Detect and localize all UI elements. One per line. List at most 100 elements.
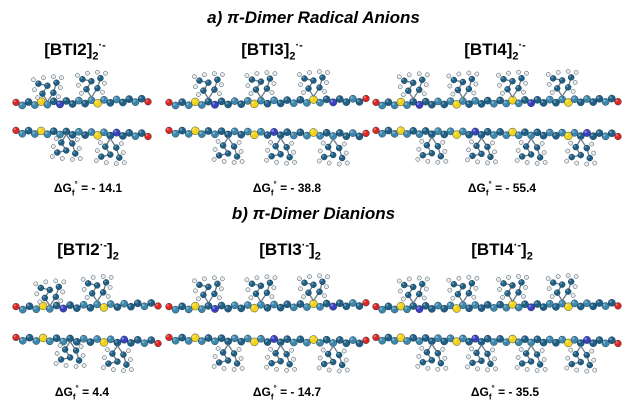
sidechain-carbon-shine [340,362,343,366]
carbon-atom-shine [76,98,79,101]
hydrogen-atom [292,159,297,165]
label-b2-sub: 2 [314,250,321,263]
carbon-atom [171,129,180,138]
carbon-atom-shine [88,129,92,133]
sidechain-carbon-shine [516,86,519,89]
carbon-atom-shine [330,133,334,137]
hydrogen-atom-shine [590,142,592,145]
carbon-atom [477,304,486,312]
hydrogen-atom-shine [543,161,546,163]
carbon-atom-shine [212,338,215,342]
sidechain-carbon [419,152,427,159]
hydrogen-atom [344,160,350,166]
carbon-atom [133,299,142,308]
carbon-atom-shine [135,300,138,304]
carbon-atom-shine [410,335,414,338]
carbon-atom-shine [179,99,183,103]
sidechain-carbon-shine [54,80,57,83]
sidechain-carbon-shine [455,292,458,295]
hydrogen-atom-shine [451,296,453,299]
sidechain-carbon-shine [501,77,504,80]
hydrogen-atom-shine [128,358,131,360]
carbon-atom [378,336,387,345]
sidechain-carbon [335,144,343,152]
carbon-atom [125,129,133,137]
hydrogen-atom-shine [590,349,592,352]
carbon-atom-shine [74,339,77,342]
hydrogen-atom-shine [212,365,215,367]
carbon-atom [483,334,492,343]
carbon-atom-shine [179,128,183,131]
carbon-atom-shine [356,99,360,102]
carbon-atom [257,96,265,105]
carbon-atom-shine [173,338,176,341]
sulfur-atom [396,333,406,342]
carbon-atom-shine [534,129,538,133]
hydrogen-atom-shine [457,276,459,279]
carbon-atom-shine [205,303,209,306]
hydrogen-atom-shine [129,368,132,370]
hydrogen-atom [541,150,547,155]
hydrogen-atom [61,279,67,285]
hydrogen-atom [570,293,576,298]
hydrogen-atom [341,348,347,354]
carbon-atom [403,130,411,138]
carbon-atom [421,127,430,135]
sidechain-carbon-shine [108,152,111,155]
nitrogen-atom-shine [121,336,125,340]
sidechain-carbon-shine [64,148,67,151]
hydrogen-atom-shine [82,364,85,366]
hydrogen-atom [193,288,198,294]
sidechain-carbon-shine [258,79,261,82]
carbon-atom [263,304,272,312]
carbon-atom-shine [350,96,353,99]
carbon-atom-shine [120,133,123,136]
hydrogen-atom-shine [266,148,268,151]
hydrogen-atom [272,275,278,281]
sidechain-carbon [549,75,557,82]
hydrogen-atom [447,83,453,89]
carbon-atom [589,132,597,141]
sidechain-carbon [55,283,63,291]
hydrogen-atom [425,365,431,371]
hydrogen-atom-shine [255,276,257,278]
carbon-atom-shine [44,102,48,105]
sidechain-carbon-shine [284,145,287,148]
sidechain-carbon [518,279,525,286]
carbon-atom [147,336,156,344]
carbon-atom [502,303,511,312]
carbon-atom-shine [385,303,389,307]
hydrogen-atom [516,274,521,279]
hydrogen-atom-shine [441,347,443,350]
hydrogen-atom-shine [114,162,117,164]
sidechain-carbon [66,354,74,361]
hydrogen-atom [493,366,498,372]
label-a3: [BTI4]2·- [395,40,595,62]
hydrogen-atom [514,365,520,370]
carbon-atom [378,101,387,110]
carbon-atom [217,334,226,342]
sidechain-carbon [469,152,476,160]
hydrogen-atom [57,343,63,348]
dimer-group [12,274,162,373]
sidechain-carbon-shine [267,76,270,79]
hydrogen-atom [31,77,36,82]
oxygen-atom [144,98,152,106]
hydrogen-atom [220,72,225,77]
sidechain-carbon [419,76,426,83]
hydrogen-atom-shine [275,367,277,370]
hydrogen-atom-shine [101,274,104,277]
carbon-atom-shine [603,99,606,102]
hydrogen-atom [516,69,521,75]
sulfur-atom [38,301,48,311]
sidechain-carbon [320,360,328,368]
carbon-atom [514,131,523,140]
hydrogen-atom-shine [345,161,348,164]
carbon-atom-shine [578,340,581,344]
carbon-atom [539,99,548,107]
carbon-atom-shine [271,302,275,305]
carbon-atom [244,97,252,105]
sidechain-carbon [248,76,256,83]
hydrogen-atom [344,367,350,373]
hydrogen-atom [94,148,100,153]
